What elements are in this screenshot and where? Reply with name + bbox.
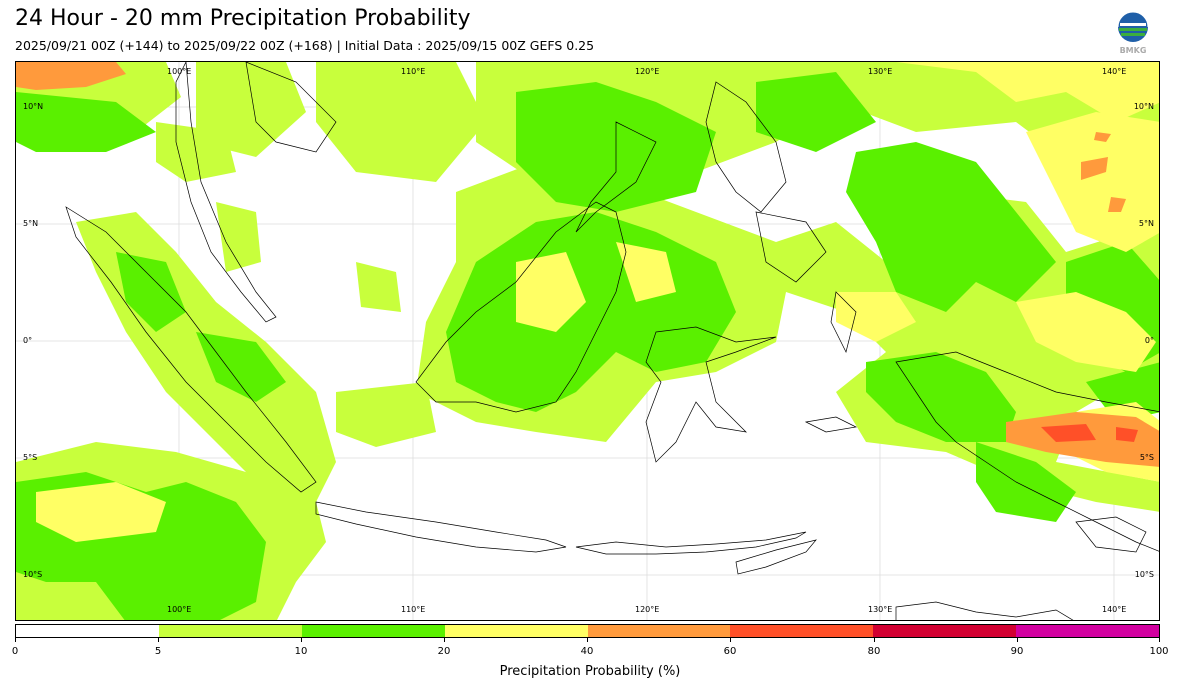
colorbar-tick-label: 100	[1149, 646, 1169, 657]
lon-label-top: 140°E	[1102, 67, 1127, 76]
colorbar-segment	[444, 625, 588, 637]
colorbar-tick-label: 60	[723, 646, 737, 657]
colorbar-tick-label: 20	[437, 646, 451, 657]
colorbar-tickmark	[1159, 638, 1160, 642]
colorbar-tickmark	[301, 638, 302, 642]
colorbar-tickmark	[1017, 638, 1018, 642]
colorbar-tick-label: 90	[1010, 646, 1024, 657]
colorbar-segment	[1016, 625, 1159, 637]
lon-label-top: 120°E	[635, 67, 660, 76]
lon-label-bottom: 140°E	[1102, 605, 1127, 614]
lon-label-bottom: 130°E	[868, 605, 893, 614]
lat-label-left: 0°	[23, 336, 33, 345]
colorbar-segment	[587, 625, 731, 637]
colorbar-tick-label: 80	[867, 646, 881, 657]
lat-label-right: 10°N	[1133, 102, 1154, 111]
colorbar-tickmark	[158, 638, 159, 642]
precipitation-map: 100°E 110°E 120°E 130°E 140°E 100°E 110°…	[15, 61, 1160, 621]
colorbar-tickmark	[15, 638, 16, 642]
chart-subtitle: 2025/09/21 00Z (+144) to 2025/09/22 00Z …	[15, 38, 595, 53]
colorbar-tickmark	[874, 638, 875, 642]
lat-label-right: 5°N	[1138, 219, 1154, 228]
lat-label-right: 0°	[1144, 336, 1154, 345]
lon-label-top: 110°E	[401, 67, 426, 76]
lat-label-left: 5°N	[23, 219, 39, 228]
colorbar-tick-label: 10	[294, 646, 308, 657]
lat-label-left: 10°S	[23, 570, 43, 579]
lon-label-bottom: 100°E	[167, 605, 192, 614]
lat-label-right: 5°S	[1139, 453, 1154, 462]
colorbar-segment	[158, 625, 302, 637]
lon-label-top: 130°E	[868, 67, 893, 76]
lat-label-left: 10°N	[23, 102, 44, 111]
colorbar-tick-label: 0	[11, 646, 19, 657]
svg-text:BMKG: BMKG	[1120, 46, 1147, 55]
colorbar-segment	[873, 625, 1017, 637]
lon-label-bottom: 120°E	[635, 605, 660, 614]
colorbar-tickmark	[587, 638, 588, 642]
colorbar-label: Precipitation Probability (%)	[499, 664, 681, 679]
colorbar-segment	[301, 625, 445, 637]
colorbar-tickmark	[444, 638, 445, 642]
lon-label-bottom: 110°E	[401, 605, 426, 614]
colorbar-tick-label: 40	[580, 646, 594, 657]
colorbar-segment	[16, 625, 159, 637]
bmkg-logo-icon: BMKG	[1114, 11, 1152, 55]
lat-label-left: 5°S	[23, 453, 38, 462]
colorbar-segment	[730, 625, 874, 637]
colorbar-tick-label: 5	[154, 646, 162, 657]
colorbar-tickmark	[730, 638, 731, 642]
chart-title: 24 Hour - 20 mm Precipitation Probabilit…	[15, 6, 471, 31]
lon-label-top: 100°E	[167, 67, 192, 76]
colorbar	[15, 624, 1160, 638]
lat-label-right: 10°S	[1134, 570, 1154, 579]
